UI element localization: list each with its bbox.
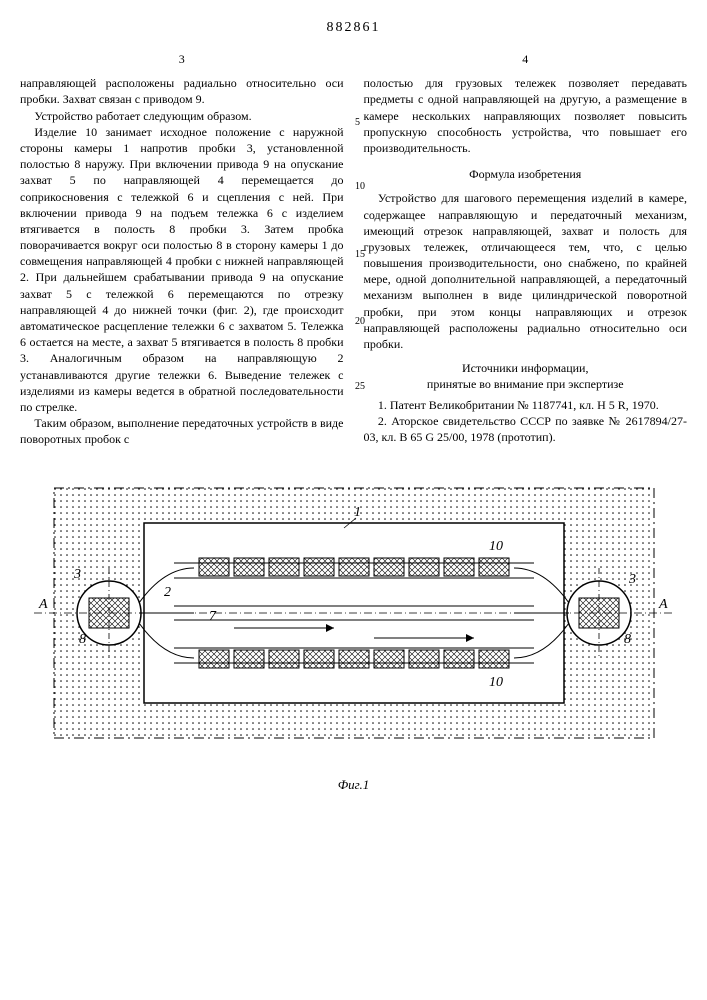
- ref-label: 8: [624, 632, 631, 647]
- formula-title: Формула изобретения: [364, 166, 688, 182]
- ref-label: 10: [489, 539, 503, 554]
- ref-label: 8: [79, 632, 86, 647]
- reference: 2. Аторское свидетельство СССР по заявке…: [364, 413, 688, 445]
- para: направляющей расположены радиально относ…: [20, 75, 344, 107]
- ref-label: 10: [489, 675, 503, 690]
- ref-label: 1: [354, 505, 361, 520]
- ref-label: 2: [164, 585, 171, 600]
- para: Таким образом, выполнение передаточных у…: [20, 415, 344, 447]
- reference: 1. Патент Великобритании № 1187741, кл. …: [364, 397, 688, 413]
- para: полостью для грузовых тележек позволяет …: [364, 75, 688, 156]
- sources-line1: Источники информации,: [462, 361, 588, 375]
- section-label-a: A: [658, 597, 668, 612]
- left-column: 3 направляющей расположены радиально отн…: [20, 51, 344, 448]
- figure-caption: Фиг.1: [20, 777, 687, 793]
- content-wrapper: 5 10 15 20 25 3 направляющей расположены…: [20, 51, 687, 448]
- para: Устройство работает следующим образом.: [20, 108, 344, 124]
- line-marker: 20: [355, 316, 365, 327]
- figure-1: 1 2 3 3 7 8 8 10 10 A A Фиг.1: [20, 468, 687, 793]
- line-marker: 5: [355, 117, 360, 128]
- line-marker: 25: [355, 381, 365, 392]
- ref-label: 3: [73, 567, 81, 582]
- right-column: 4 полостью для грузовых тележек позволяе…: [364, 51, 688, 448]
- ref-label: 7: [209, 609, 217, 624]
- claim-text: Устройство для шагового перемещения изде…: [364, 190, 688, 352]
- figure-svg: 1 2 3 3 7 8 8 10 10 A A: [34, 468, 674, 768]
- section-label-a: A: [38, 597, 48, 612]
- carts-top: [199, 558, 509, 576]
- text-columns: 3 направляющей расположены радиально отн…: [20, 51, 687, 448]
- sources-heading: Источники информации, принятые во вниман…: [364, 360, 688, 392]
- para: Изделие 10 занимает исходное положение с…: [20, 124, 344, 415]
- col-number-right: 4: [364, 51, 688, 67]
- carts-bottom: [199, 650, 509, 668]
- line-marker: 10: [355, 181, 365, 192]
- ref-label: 3: [628, 572, 636, 587]
- line-marker: 15: [355, 249, 365, 260]
- patent-number: 882861: [20, 20, 687, 36]
- sources-line2: принятые во внимание при экспертизе: [427, 377, 624, 391]
- col-number-left: 3: [20, 51, 344, 67]
